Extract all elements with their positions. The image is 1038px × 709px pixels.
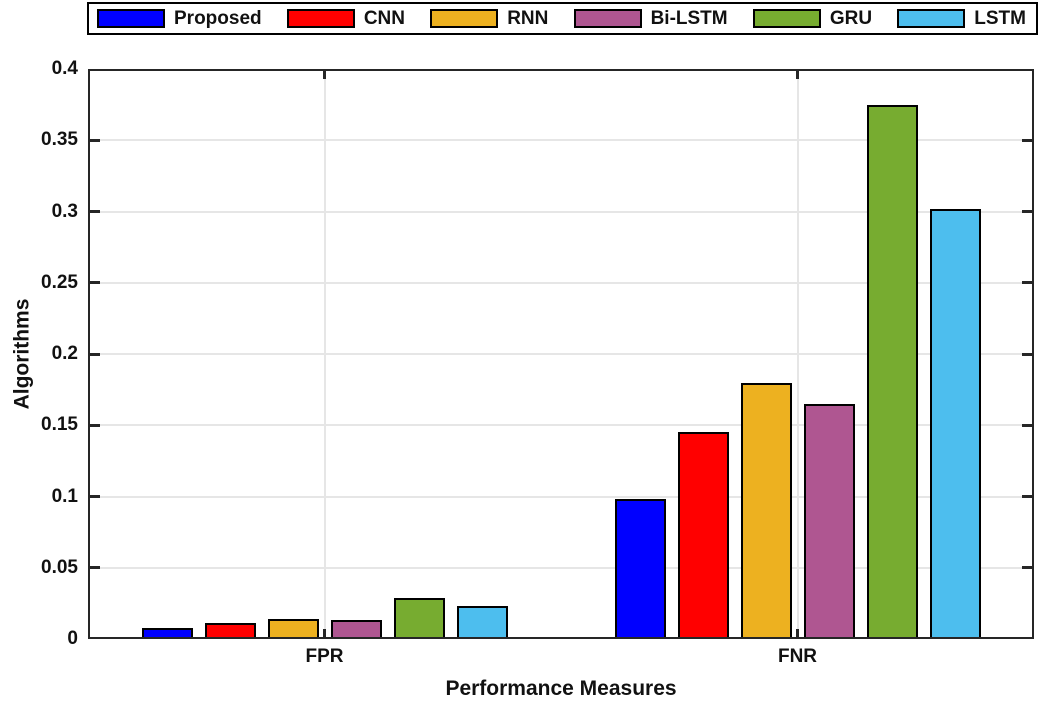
gridline-y-0.25 <box>88 281 1034 284</box>
bar-group-fnr <box>614 69 981 639</box>
y-tick-label: 0.35 <box>41 129 78 151</box>
legend-item-bi-lstm: Bi-LSTM <box>573 7 728 30</box>
gridline-x-fnr <box>796 69 799 639</box>
y-tick-left <box>88 566 100 570</box>
y-tick-left <box>88 281 100 285</box>
bar-lstm-fpr <box>456 606 508 639</box>
legend: Proposed CNN RNN Bi-LSTM GRU LSTM <box>87 2 1038 35</box>
y-tick-label: 0.4 <box>51 58 78 79</box>
x-tick-bottom <box>323 629 326 639</box>
gridline-y-0.1 <box>88 495 1034 498</box>
legend-item-gru: GRU <box>752 7 873 30</box>
legend-label: CNN <box>363 7 405 29</box>
bar-proposed-fpr <box>141 627 193 639</box>
y-tick-label: 0.3 <box>51 200 78 222</box>
x-tick-top <box>796 69 799 79</box>
x-tick-top <box>323 69 326 79</box>
x-axis-label: Performance Measures <box>445 677 677 700</box>
y-tick-right <box>1022 281 1034 285</box>
gridline-y-0.2 <box>88 353 1034 355</box>
gridline-y-0.15 <box>88 424 1034 427</box>
y-tick-label: 0.2 <box>51 343 78 364</box>
bar-cnn-fnr <box>677 432 729 639</box>
y-tick-right <box>1022 423 1034 427</box>
plot-area <box>88 69 1034 639</box>
y-tick-label: 0 <box>67 628 78 649</box>
y-tick-right <box>1022 210 1034 213</box>
y-tick-left <box>88 423 100 427</box>
y-tick-label: 0.05 <box>41 556 78 578</box>
bar-lstm-fnr <box>929 208 981 639</box>
legend-label: RNN <box>507 7 549 29</box>
legend-label: LSTM <box>974 7 1026 29</box>
legend-item-rnn: RNN <box>430 8 548 30</box>
bar-cnn-fpr <box>204 623 256 639</box>
legend-item-cnn: CNN <box>286 7 405 30</box>
bar-group-fpr <box>141 69 508 639</box>
y-tick-left <box>88 352 100 356</box>
gridline-y-0.35 <box>88 139 1034 142</box>
legend-swatch-bi-lstm <box>573 9 642 28</box>
x-tick-label-fnr: FNR <box>777 646 818 667</box>
y-tick-label: 0.25 <box>41 271 78 293</box>
bar-rnn-fnr <box>740 382 792 639</box>
bar-bi-lstm-fnr <box>803 403 855 639</box>
bar-bi-lstm-fpr <box>330 620 382 639</box>
gridline-y-0.3 <box>88 210 1034 213</box>
legend-swatch-lstm <box>897 9 966 28</box>
x-tick-bottom <box>796 629 799 639</box>
bar-gru-fnr <box>866 104 918 639</box>
gridline-x-fpr <box>323 69 326 639</box>
legend-item-proposed: Proposed <box>97 8 262 30</box>
bar-rnn-fpr <box>267 619 319 639</box>
legend-label: GRU <box>829 7 873 29</box>
y-tick-left <box>88 210 100 213</box>
legend-item-lstm: LSTM <box>897 8 1026 30</box>
bar-proposed-fnr <box>614 499 666 639</box>
gridline-y-0.05 <box>88 566 1034 569</box>
y-tick-right <box>1022 138 1034 142</box>
legend-swatch-proposed <box>97 9 165 28</box>
y-tick-right <box>1022 566 1034 570</box>
legend-swatch-cnn <box>286 9 355 28</box>
y-tick-left <box>88 138 100 142</box>
y-tick-right <box>1022 495 1034 498</box>
y-tick-right <box>1022 352 1034 356</box>
bar-gru-fpr <box>393 597 445 639</box>
legend-swatch-rnn <box>430 9 499 28</box>
y-tick-label: 0.1 <box>51 485 78 507</box>
legend-label: Proposed <box>174 7 262 29</box>
legend-label: Bi-LSTM <box>650 7 728 29</box>
x-tick-label-fpr: FPR <box>305 646 344 667</box>
legend-swatch-gru <box>752 9 821 28</box>
y-tick-label: 0.15 <box>41 414 78 436</box>
y-tick-left <box>88 495 100 498</box>
